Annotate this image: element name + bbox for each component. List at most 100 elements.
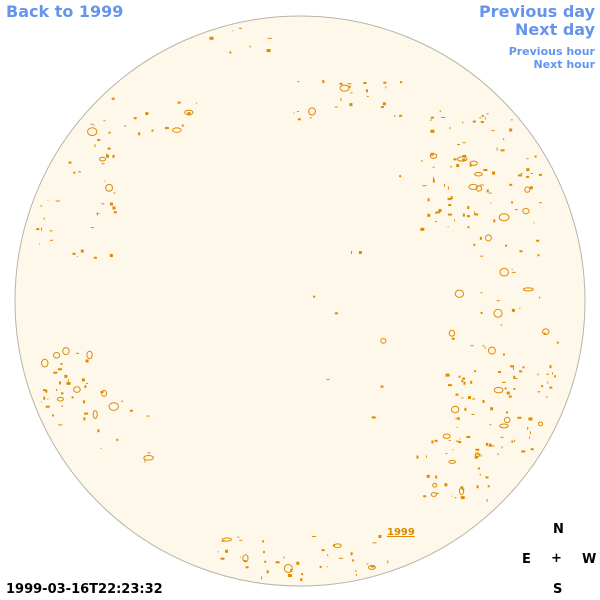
contour-mark — [350, 251, 352, 255]
contour-mark — [144, 459, 146, 463]
contour-mark — [267, 37, 272, 39]
contour-mark — [454, 219, 456, 222]
contour-mark — [519, 250, 523, 253]
contour-mark — [112, 154, 115, 158]
contour-mark — [530, 448, 534, 451]
contour-mark — [133, 117, 137, 120]
contour-mark — [244, 559, 247, 562]
contour-mark — [101, 163, 105, 165]
previous-hour-link[interactable]: Previous hour — [508, 45, 595, 58]
contour-mark — [454, 289, 465, 298]
contour-mark — [448, 439, 451, 441]
contour-mark — [554, 375, 557, 378]
contour-mark — [229, 51, 232, 54]
contour-mark — [105, 183, 113, 192]
contour-mark — [534, 155, 537, 158]
contour-mark — [109, 202, 113, 206]
contour-mark — [58, 424, 63, 426]
contour-mark — [225, 549, 228, 553]
contour-mark — [501, 381, 506, 383]
contour-mark — [340, 98, 342, 102]
contour-mark — [538, 202, 542, 204]
contour-mark — [108, 131, 111, 134]
contour-mark — [266, 570, 269, 574]
contour-mark — [355, 573, 357, 576]
compass-east: E — [522, 552, 531, 567]
contour-mark — [513, 375, 516, 379]
contour-mark — [489, 424, 492, 426]
contour-mark — [479, 184, 484, 186]
contour-mark — [350, 92, 353, 94]
contour-mark — [350, 552, 353, 556]
contour-mark — [493, 308, 503, 318]
contour-mark — [283, 556, 285, 559]
contour-mark — [57, 368, 62, 371]
contour-mark — [449, 127, 451, 130]
contour-mark — [283, 563, 293, 573]
contour-mark — [301, 573, 304, 576]
contour-mark — [457, 417, 460, 421]
contour-mark — [431, 440, 434, 444]
contour-mark — [66, 381, 71, 385]
contour-mark — [549, 386, 553, 389]
contour-mark — [290, 568, 293, 572]
contour-mark — [447, 213, 452, 216]
contour-mark — [511, 308, 515, 312]
contour-mark — [96, 212, 98, 216]
contour-mark — [503, 138, 505, 141]
contour-mark — [499, 267, 509, 277]
contour-mark — [528, 417, 533, 421]
contour-mark — [41, 401, 43, 403]
contour-mark — [262, 540, 265, 543]
year-marker-link[interactable]: 1999 — [387, 527, 415, 538]
contour-mark — [520, 173, 523, 175]
contour-mark — [112, 206, 116, 210]
contour-mark — [461, 380, 464, 383]
contour-mark — [472, 398, 476, 400]
next-hour-link[interactable]: Next hour — [533, 58, 596, 71]
contour-mark — [354, 570, 357, 572]
contour-mark — [462, 154, 467, 157]
contour-mark — [365, 89, 368, 93]
contour-mark — [480, 292, 483, 294]
contour-mark — [536, 239, 540, 242]
contour-mark — [486, 498, 488, 502]
contour-mark — [484, 117, 486, 120]
contour-mark — [432, 179, 435, 183]
contour-mark — [455, 393, 459, 396]
contour-mark — [527, 426, 529, 430]
contour-mark — [380, 385, 384, 388]
contour-mark — [435, 211, 437, 214]
contour-mark — [334, 312, 338, 315]
compass-north: N — [553, 522, 564, 537]
contour-mark — [547, 381, 549, 384]
contour-mark — [36, 228, 40, 231]
contour-mark — [177, 101, 181, 104]
contour-mark — [92, 410, 98, 419]
contour-mark — [505, 244, 508, 247]
contour-mark — [511, 268, 513, 270]
contour-mark — [146, 415, 150, 417]
contour-mark — [90, 123, 94, 125]
contour-mark — [96, 212, 100, 214]
previous-day-link[interactable]: Previous day — [478, 2, 595, 21]
next-day-link[interactable]: Next day — [515, 20, 595, 39]
contour-mark — [422, 185, 427, 187]
contour-mark — [326, 566, 328, 568]
contour-mark — [47, 199, 49, 201]
contour-mark — [78, 171, 82, 173]
back-to-year-link[interactable]: Back to 1999 — [6, 2, 124, 21]
contour-mark — [479, 473, 481, 476]
contour-mark — [370, 565, 375, 568]
contour-mark — [181, 124, 184, 127]
contour-mark — [60, 362, 63, 365]
contour-mark — [512, 366, 514, 370]
contour-mark — [327, 554, 329, 557]
contour-mark — [97, 429, 100, 433]
contour-mark — [500, 149, 505, 152]
contour-mark — [471, 413, 475, 415]
contour-mark — [238, 27, 242, 29]
contour-mark — [296, 561, 300, 565]
contour-mark — [338, 557, 343, 559]
contour-mark — [455, 418, 459, 420]
